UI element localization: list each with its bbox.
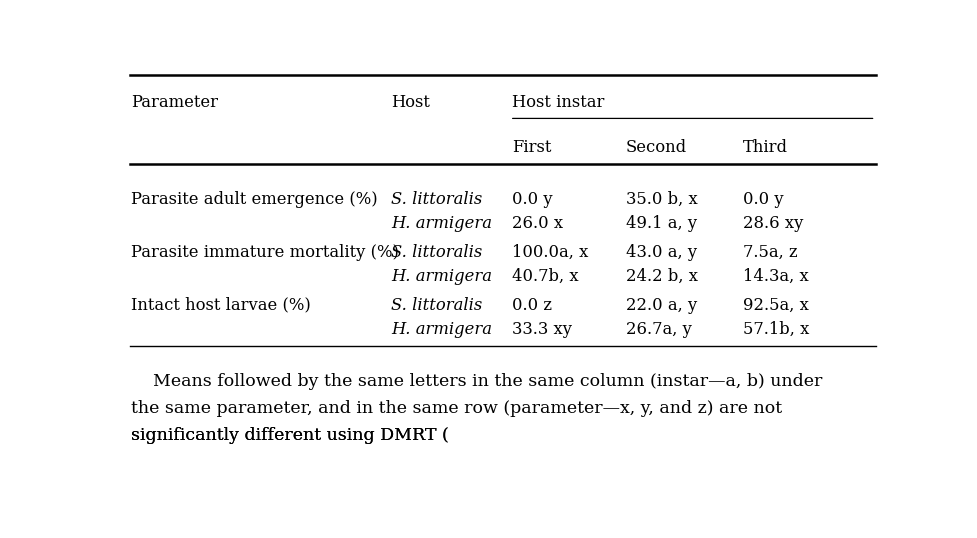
Text: Third: Third	[743, 139, 788, 156]
Text: 28.6 xy: 28.6 xy	[743, 215, 803, 231]
Text: H. armigera: H. armigera	[391, 267, 492, 285]
Text: 40.7b, x: 40.7b, x	[512, 267, 578, 285]
Text: Parameter: Parameter	[131, 94, 218, 110]
Text: Parasite immature mortality (%): Parasite immature mortality (%)	[131, 244, 399, 260]
Text: 49.1 a, y: 49.1 a, y	[625, 215, 697, 231]
Text: H. armigera: H. armigera	[391, 215, 492, 231]
Text: 14.3a, x: 14.3a, x	[743, 267, 809, 285]
Text: 33.3 xy: 33.3 xy	[512, 321, 573, 337]
Text: S. littoralis: S. littoralis	[391, 296, 483, 314]
Text: Second: Second	[625, 139, 687, 156]
Text: the same parameter, and in the same row (parameter—x, y, and z) are not: the same parameter, and in the same row …	[131, 400, 783, 417]
Text: 26.0 x: 26.0 x	[512, 215, 563, 231]
Text: 7.5a, z: 7.5a, z	[743, 244, 797, 260]
Text: 24.2 b, x: 24.2 b, x	[625, 267, 698, 285]
Text: H. armigera: H. armigera	[391, 321, 492, 337]
Text: First: First	[512, 139, 551, 156]
Text: 43.0 a, y: 43.0 a, y	[625, 244, 697, 260]
Text: 26.7a, y: 26.7a, y	[625, 321, 692, 337]
Text: 92.5a, x: 92.5a, x	[743, 296, 809, 314]
Text: 35.0 b, x: 35.0 b, x	[625, 191, 698, 208]
Text: Intact host larvae (%): Intact host larvae (%)	[131, 296, 311, 314]
Text: S. littoralis: S. littoralis	[391, 191, 483, 208]
Text: Host: Host	[391, 94, 430, 110]
Text: 22.0 a, y: 22.0 a, y	[625, 296, 697, 314]
Text: 0.0 y: 0.0 y	[743, 191, 784, 208]
Text: S. littoralis: S. littoralis	[391, 244, 483, 260]
Text: Means followed by the same letters in the same column (instar—a, b) under: Means followed by the same letters in th…	[131, 373, 823, 390]
Text: 0.0 z: 0.0 z	[512, 296, 552, 314]
Text: significantly different using DMRT (: significantly different using DMRT (	[131, 427, 449, 444]
Text: 0.0 y: 0.0 y	[512, 191, 553, 208]
Text: Host instar: Host instar	[512, 94, 605, 110]
Text: Parasite adult emergence (%): Parasite adult emergence (%)	[131, 191, 378, 208]
Text: significantly different using DMRT (: significantly different using DMRT (	[131, 427, 449, 444]
Text: 100.0a, x: 100.0a, x	[512, 244, 588, 260]
Text: 57.1b, x: 57.1b, x	[743, 321, 809, 337]
